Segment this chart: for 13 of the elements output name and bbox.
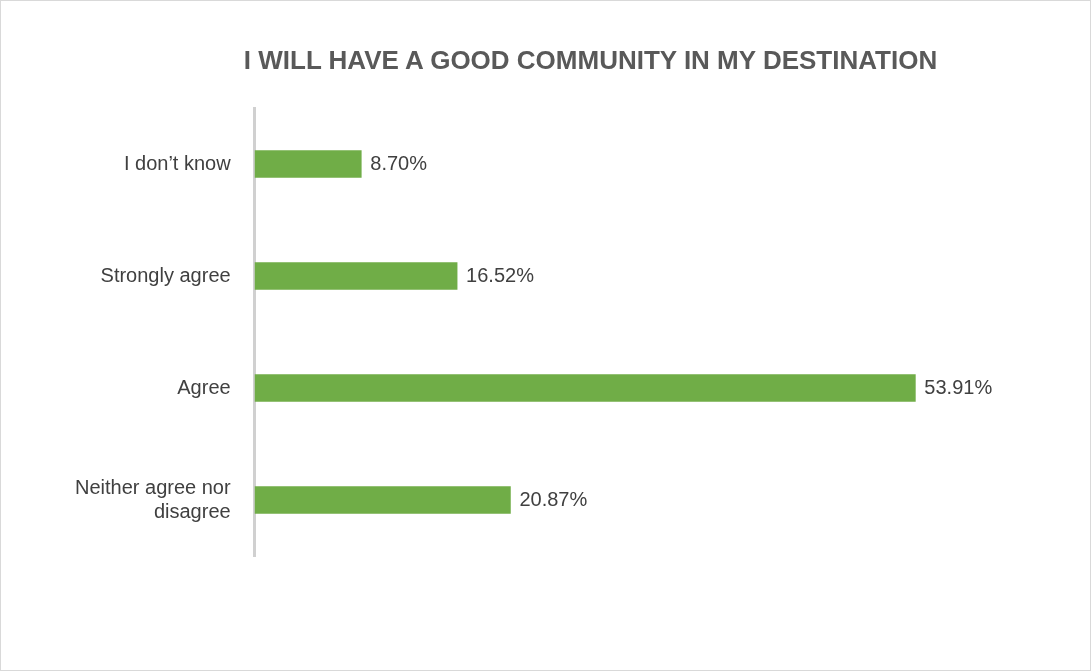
data-label: 8.70% [370,151,428,174]
bar [254,262,458,290]
y-tick-label: Strongly agree [100,263,231,286]
y-tick-label: Neither agree nor disagree [74,475,231,522]
y-tick-label: Agree [177,375,231,398]
y-tick-label: I don’t know [123,151,232,174]
data-label: 20.87% [519,487,588,510]
data-label: 53.91% [924,375,993,398]
chart-title: I WILL HAVE A GOOD COMMUNITY IN MY DESTINATION [242,45,939,76]
bar [254,150,362,178]
bar [254,486,511,514]
bar [254,374,916,402]
data-label: 16.52% [466,263,535,286]
